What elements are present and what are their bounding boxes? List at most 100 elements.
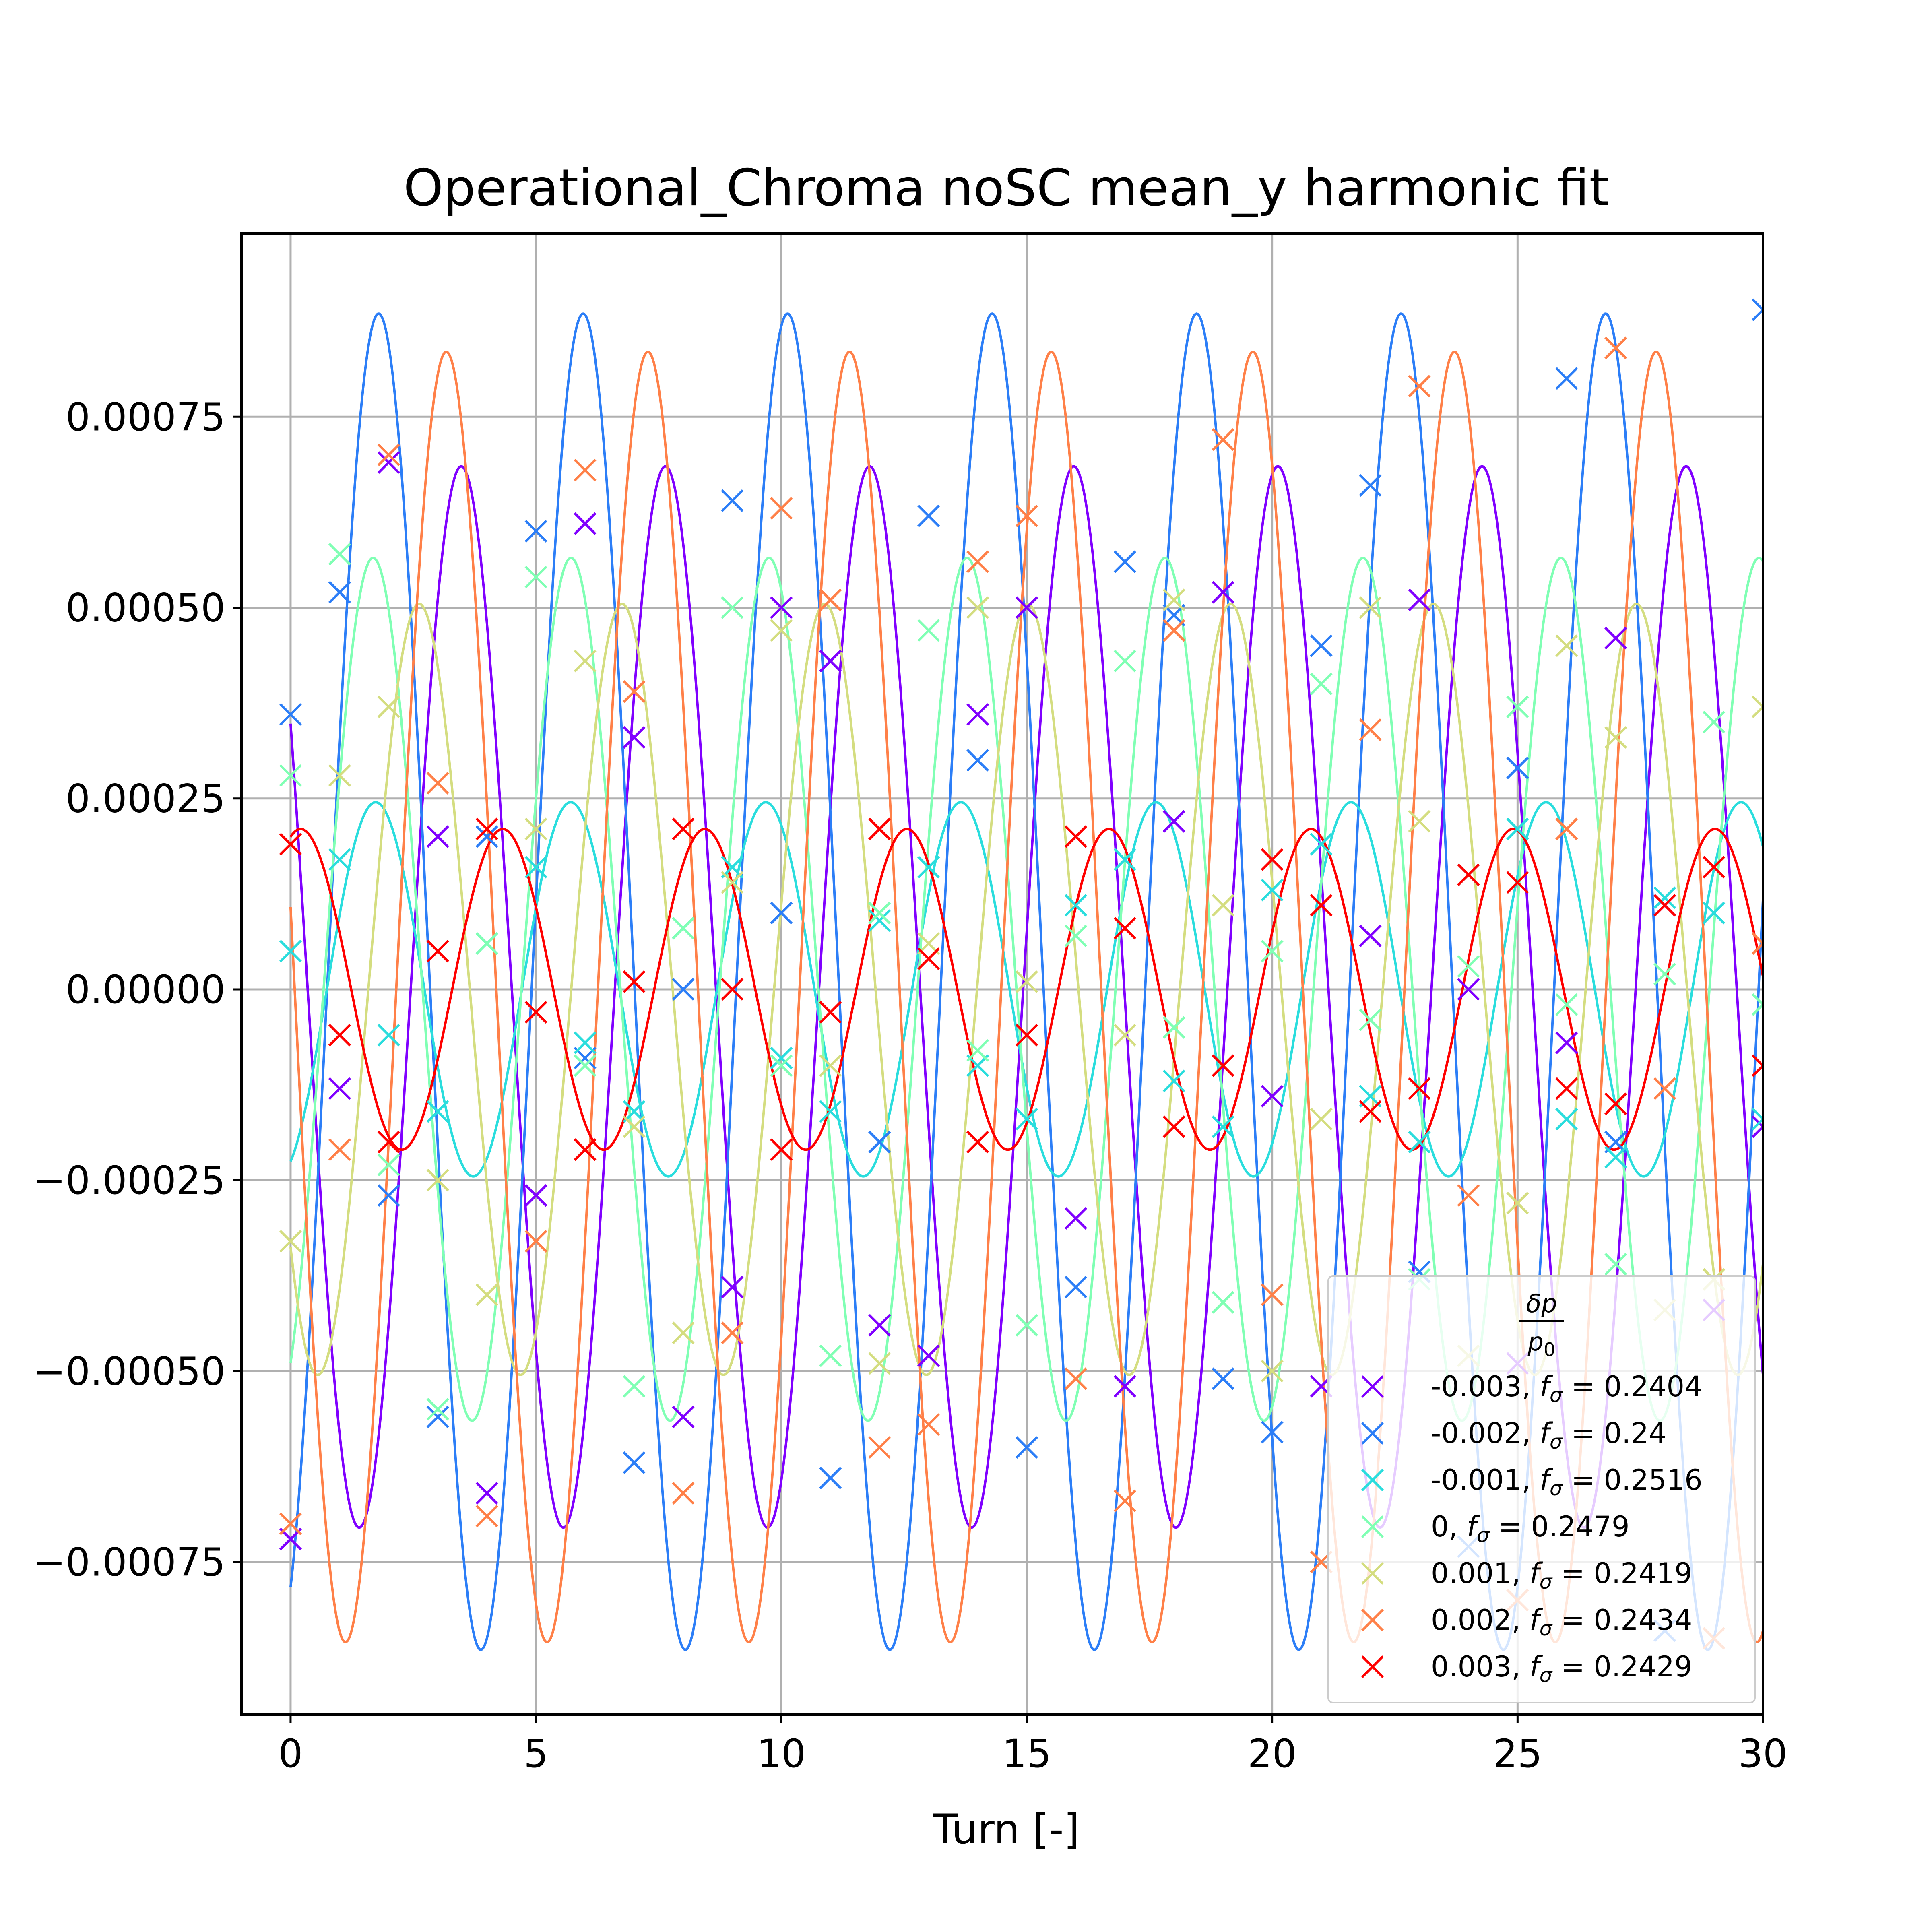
data-point [966,596,989,619]
data-point [1751,1108,1763,1131]
data-point [1064,1207,1088,1230]
data-point [1212,1054,1234,1077]
data-point [475,1283,498,1306]
data-point [574,458,597,482]
data-point [574,512,597,535]
chart-title: Operational_Chroma noSC mean_y harmonic … [403,158,1609,217]
legend-entry: -0.001, fσ = 0.2516 [1361,1463,1703,1500]
data-point [1555,817,1578,840]
data-point [917,1344,940,1367]
data-point [1113,1375,1136,1398]
data-point [1751,298,1763,321]
x-tick-label: 15 [1002,1731,1051,1776]
data-point [868,817,891,840]
data-point [1604,1253,1627,1276]
data-point [917,856,940,879]
data-point [1457,955,1480,978]
data-point [770,902,793,925]
data-point [1261,848,1284,871]
data-point [1408,375,1431,398]
data-point [1653,894,1676,917]
data-point [917,504,940,527]
data-point [1604,1092,1627,1115]
data-point [623,1375,646,1398]
data-point [524,520,547,543]
y-tick-label: 0.00000 [66,967,225,1012]
axes-frame [240,232,1764,1716]
data-point [1506,756,1529,779]
data-point [1653,886,1676,909]
y-tick-label: 0.00050 [66,585,225,630]
data-point [1555,1077,1578,1100]
data-point [279,703,302,726]
data-point [966,550,989,573]
data-point [917,619,940,642]
x-tick-label: 5 [524,1731,548,1776]
data-point [1359,596,1382,619]
x-tick-label: 30 [1738,1731,1788,1776]
data-point [279,764,302,787]
data-point [868,1436,891,1459]
data-point [1702,856,1726,879]
legend-entry: 0.001, fσ = 0.2419 [1361,1557,1692,1593]
legend-label: -0.002, fσ = 0.24 [1431,1417,1667,1453]
data-point [1162,1115,1185,1138]
data-point [1555,634,1578,657]
data-point [1604,336,1627,359]
data-point [1113,1489,1136,1512]
data-point [1113,917,1136,940]
data-point [1457,1184,1480,1207]
data-point [1310,634,1333,657]
data-point [1702,710,1726,734]
data-point [1408,1077,1431,1100]
data-point [1015,1314,1038,1337]
data-point [1064,825,1088,848]
data-point [819,588,842,611]
data-point [1310,1108,1333,1131]
data-point [721,1276,744,1298]
data-point [721,978,744,1001]
data-point [1653,1077,1676,1100]
x-tick-label: 25 [1493,1731,1542,1776]
x-tick-label: 0 [278,1731,303,1776]
y-tick-label: 0.00075 [66,394,225,440]
data-point [770,1138,793,1161]
data-point [966,1131,989,1154]
data-point [819,1100,842,1123]
x-tick-label: 20 [1248,1731,1297,1776]
data-point [1015,1436,1038,1459]
legend-entry: 0.002, fσ = 0.2434 [1361,1604,1692,1640]
data-point [672,817,695,840]
data-point [1751,1115,1763,1138]
y-tick-label: 0.00025 [66,776,225,822]
data-point [1457,863,1480,886]
data-point [377,1131,400,1154]
data-point [868,902,891,925]
data-point [770,497,793,520]
data-point [819,1001,842,1024]
data-point [1064,1367,1088,1390]
data-point [1261,1085,1284,1108]
data-point [623,1451,646,1474]
data-point [426,1169,449,1192]
data-point [1359,1100,1382,1123]
data-point [819,1344,842,1367]
legend-label: 0.001, fσ = 0.2419 [1431,1557,1692,1593]
data-point [1261,879,1284,902]
data-point [1015,504,1038,527]
data-point [1212,1367,1234,1390]
data-point [475,932,498,955]
data-point [1506,817,1529,840]
data-point [1212,1291,1234,1314]
data-point [1555,993,1578,1016]
data-point [1555,367,1578,390]
legend-box [1327,1275,1756,1703]
data-point [1457,978,1480,1001]
data-point [1212,428,1234,451]
data-point [672,1482,695,1505]
data-point [1310,894,1333,917]
fit-line [289,465,1763,1529]
legend-label: 0.003, fσ = 0.2429 [1431,1650,1692,1687]
data-point [623,970,646,993]
data-point [574,1031,597,1054]
